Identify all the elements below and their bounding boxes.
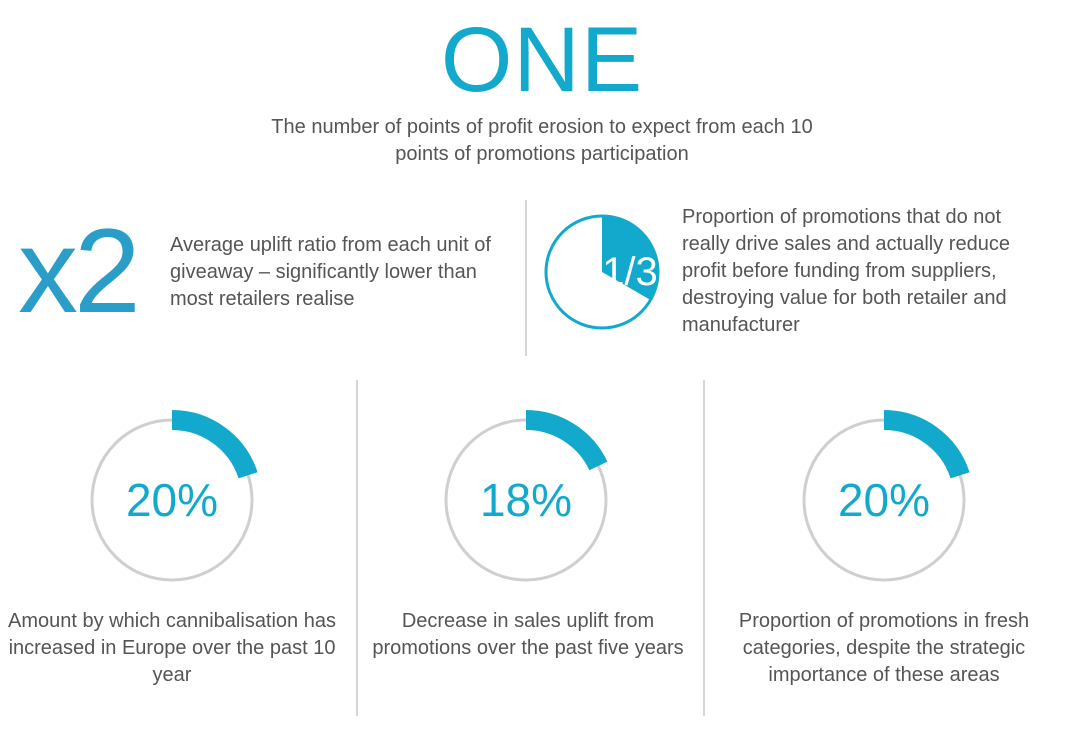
one-third-pie-chart: 1/3	[544, 214, 660, 330]
divider-top	[525, 200, 527, 356]
stat-value: 20%	[838, 474, 930, 526]
ring-progress-arc	[171, 410, 258, 479]
uplift-value: x2	[18, 204, 141, 338]
pie-label: 1/3	[602, 250, 658, 294]
stat-description-sales-uplift: Decrease in sales uplift from promotions…	[372, 610, 684, 659]
stat-description-fresh-categories: Proportion of promotions in fresh catego…	[738, 610, 1030, 686]
headline-one: ONE	[440, 9, 644, 111]
stat-value: 18%	[480, 474, 572, 526]
ring-progress-arc	[883, 410, 970, 479]
divider-right	[703, 380, 705, 716]
stat-description-cannibalisation: Amount by which cannibalisation has incr…	[8, 610, 336, 686]
ring-progress-arc	[525, 410, 608, 471]
stat-value: 20%	[126, 474, 218, 526]
headline-subtitle: The number of points of profit erosion t…	[271, 116, 813, 165]
uplift-description: Average uplift ratio from each unit of g…	[170, 234, 491, 310]
divider-left	[356, 380, 358, 716]
stat-ring-cannibalisation: 20%	[90, 410, 258, 582]
proportion-description: Proportion of promotions that do not rea…	[682, 206, 1010, 336]
stat-ring-fresh-categories: 20%	[802, 410, 970, 582]
pie-wedge-one-third	[602, 216, 658, 300]
stat-ring-sales-uplift: 18%	[444, 410, 608, 582]
